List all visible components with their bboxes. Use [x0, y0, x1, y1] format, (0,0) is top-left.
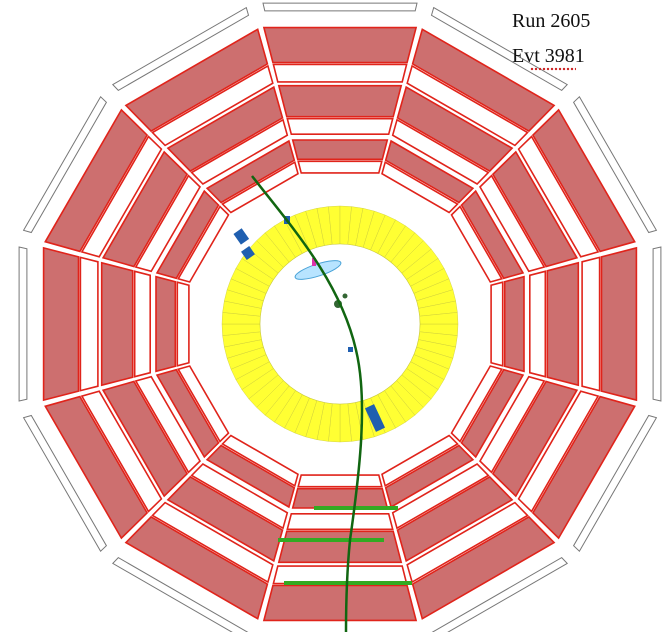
chamber-segment [384, 444, 475, 509]
chamber-segment [478, 174, 546, 273]
chamber-segment [411, 515, 556, 620]
chamber-segment [411, 28, 556, 133]
vertex-marker [312, 258, 316, 266]
chamber-segment [205, 444, 296, 509]
chamber-segment [80, 390, 163, 513]
particle-track [251, 175, 364, 632]
chamber-segment [176, 365, 230, 443]
chamber-segment [134, 375, 202, 474]
chamber-segment [176, 281, 190, 367]
chamber-segment [80, 135, 163, 258]
chamber-segment [391, 462, 490, 530]
chamber-segment [381, 434, 459, 488]
chamber-segment [291, 487, 389, 509]
chamber-segment [460, 189, 525, 280]
hit-cluster [348, 347, 353, 352]
chamber-segment [151, 501, 274, 584]
chamber-segment [190, 462, 289, 530]
outer-frame-panel [262, 2, 418, 12]
chamber-segment [205, 139, 296, 204]
chamber-segment [291, 139, 389, 161]
chamber-segment [384, 139, 475, 204]
outer-frame-panel [572, 414, 658, 552]
chamber-segment [176, 205, 230, 283]
chamber-segment [503, 275, 525, 373]
chamber-segment [151, 64, 274, 147]
chamber-segment [277, 84, 403, 118]
chamber-segment [528, 270, 547, 378]
chamber-segment [391, 118, 490, 186]
chamber-segment [101, 380, 189, 498]
vertex-cluster [294, 260, 342, 280]
chamber-segment [79, 256, 99, 392]
outer-frame-panel [652, 246, 662, 402]
hit-cluster [342, 293, 348, 299]
chamber-segment [124, 515, 269, 620]
chamber-segment [155, 368, 220, 459]
run-number-label: Run 2605 [512, 10, 591, 32]
chamber-segment [581, 256, 601, 392]
chamber-segment [262, 26, 418, 64]
calorimeter-ring [221, 205, 459, 443]
outer-frame-panel [22, 414, 108, 552]
outer-frame-panel [112, 556, 249, 632]
chamber-segment [133, 270, 151, 378]
chamber-segment [155, 189, 220, 280]
chamber-segment [44, 395, 149, 540]
energy-deposit-block [233, 228, 250, 245]
chamber-segment [491, 150, 579, 268]
chamber-segment [450, 205, 504, 283]
chamber-segment [406, 64, 529, 147]
spellcheck-underline [530, 67, 576, 71]
chamber-segment [124, 28, 269, 133]
chamber-segment [262, 584, 418, 622]
chamber-segment [42, 246, 80, 402]
event-number-label: Evt 3981 [512, 45, 585, 67]
chamber-segment [517, 390, 600, 513]
chamber-segment [44, 108, 149, 253]
chamber-segment [101, 150, 189, 268]
chamber-segment [396, 475, 514, 563]
chamber-segment [155, 275, 177, 373]
chamber-segment [134, 174, 202, 273]
chamber-segment [100, 261, 134, 387]
outer-frame-panel [18, 246, 28, 402]
outer-frame-panel [431, 556, 568, 632]
energy-deposits [233, 216, 386, 432]
chamber-segment [460, 368, 525, 459]
chamber-segment [272, 63, 408, 83]
chamber-segment [166, 85, 284, 173]
chamber-segment [297, 474, 383, 488]
chamber-segment [517, 135, 600, 258]
chamber-segment [221, 434, 299, 488]
chamber-segment [478, 375, 546, 474]
outer-frame-panels [18, 2, 662, 632]
chamber-segment [450, 365, 504, 443]
outer-frame-panel [22, 96, 108, 234]
chamber-segment [531, 108, 636, 253]
chamber-segment [546, 261, 580, 387]
chamber-segment [286, 512, 394, 531]
chamber-segment [491, 380, 579, 498]
chamber-segment [396, 85, 514, 173]
outer-frame-panel [572, 96, 658, 234]
muon-chamber-layers [42, 26, 638, 622]
energy-deposit-block [241, 246, 255, 260]
chamber-segment [190, 118, 289, 186]
chamber-segment [297, 160, 383, 174]
chamber-segment [272, 565, 408, 585]
chamber-segment [531, 395, 636, 540]
outer-frame-panel [112, 6, 250, 92]
chamber-segment [406, 501, 529, 584]
inner-tracker-region [259, 243, 421, 405]
chamber-segment [600, 246, 638, 402]
chamber-segment [490, 281, 504, 367]
chamber-segment [286, 117, 394, 135]
energy-deposit-block [364, 404, 386, 432]
chamber-segment [381, 160, 459, 214]
chamber-segment [277, 530, 403, 564]
